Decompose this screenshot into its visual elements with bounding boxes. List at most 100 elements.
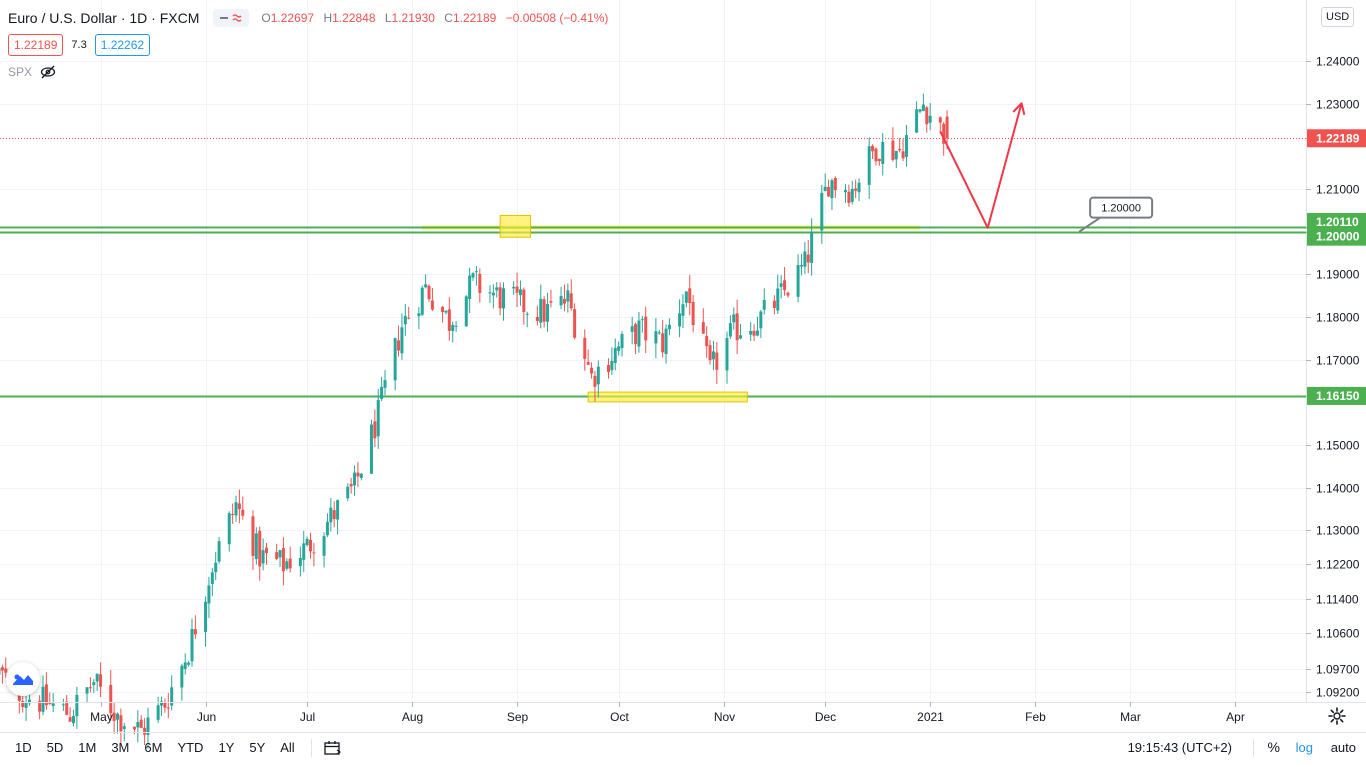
compare-row: SPX	[8, 65, 56, 79]
candle-body	[732, 314, 736, 323]
candle-body	[827, 186, 831, 197]
candle-body	[122, 726, 126, 729]
y-tick-label: 1.09700	[1316, 663, 1360, 677]
range-5y[interactable]: 5Y	[249, 740, 266, 755]
candle-body	[593, 375, 597, 387]
candle-body	[88, 687, 92, 689]
compare-symbol[interactable]: SPX	[8, 65, 33, 79]
candle-body	[190, 628, 194, 662]
buy-button[interactable]: 1.22262	[94, 34, 151, 56]
candle-body	[640, 319, 644, 321]
candle-body	[193, 629, 197, 635]
y-tick-label: 1.15000	[1316, 439, 1360, 453]
y-tick-label: 1.21000	[1316, 183, 1360, 197]
candle-body	[491, 292, 495, 296]
range-1y[interactable]: 1Y	[218, 740, 235, 755]
price-label-text: 1.20000	[1316, 230, 1360, 244]
candle-body	[573, 309, 577, 338]
candle-body	[187, 662, 191, 665]
forecast-arrow[interactable]	[939, 102, 1026, 229]
currency-button[interactable]: USD	[1321, 7, 1355, 27]
candle-body	[353, 472, 357, 486]
candle-body	[214, 562, 218, 573]
x-tick-label: Aug	[402, 710, 423, 724]
callout-label: 1.20000	[1101, 203, 1141, 215]
tradingview-logo-icon[interactable]	[6, 662, 40, 696]
candle-body	[441, 306, 445, 313]
range-ytd[interactable]: YTD	[177, 740, 204, 755]
y-tick-label: 1.18000	[1316, 311, 1360, 325]
calendar-icon[interactable]	[324, 740, 342, 756]
candle-body	[0, 668, 1, 675]
candle-body	[346, 486, 350, 499]
range-all[interactable]: All	[280, 740, 295, 755]
auto-toggle[interactable]: auto	[1330, 740, 1356, 755]
candle-body	[146, 717, 150, 735]
candle-body	[701, 322, 705, 334]
candle-body	[95, 673, 99, 682]
candle-body	[332, 510, 336, 520]
eye-off-icon[interactable]	[40, 65, 56, 79]
candle-body	[796, 265, 800, 297]
candle-body	[116, 713, 120, 720]
percent-toggle[interactable]: %	[1267, 739, 1280, 755]
candle-body	[844, 190, 847, 193]
candle-body	[166, 707, 170, 709]
candle-body	[857, 182, 861, 193]
range-5d[interactable]: 5D	[46, 740, 64, 755]
candle-body	[0, 667, 4, 671]
y-tick-label: 1.17000	[1316, 354, 1360, 368]
candle-body	[583, 337, 587, 359]
price-callout[interactable]: 1.20000	[1078, 196, 1154, 233]
candle-body	[325, 521, 329, 536]
clock-timezone[interactable]: 19:15:43 (UTC+2)	[1127, 740, 1232, 755]
sell-button[interactable]: 1.22189	[8, 34, 64, 56]
forecast-path	[939, 102, 1023, 229]
candle-body	[755, 330, 759, 336]
candle-body	[942, 123, 946, 144]
highlight-boxes[interactable]	[499, 214, 748, 403]
candle-body	[847, 191, 851, 203]
candle-body	[518, 289, 522, 296]
price-label-bg	[1307, 212, 1366, 231]
x-tick-label: Oct	[610, 710, 629, 724]
price-label-bg	[1307, 227, 1366, 246]
time-scale[interactable]: May Jun Jul Aug Sep Oct Nov Dec 2021 Feb Mar Apr	[90, 702, 1245, 724]
x-tick-label: Mar	[1120, 710, 1141, 724]
y-tick-label: 1.12200	[1316, 558, 1360, 572]
toolbar-divider	[1253, 739, 1254, 757]
candle-body	[85, 687, 89, 694]
candle-body	[254, 533, 258, 559]
candle-body	[711, 351, 715, 360]
range-1d[interactable]: 1D	[15, 740, 32, 755]
candle-body	[312, 552, 316, 554]
callout-box	[1089, 196, 1154, 219]
candle-body	[894, 151, 898, 160]
highlight-box	[499, 214, 532, 238]
candle-body	[495, 287, 499, 291]
candle-body	[617, 346, 621, 351]
candle-body	[65, 701, 69, 715]
x-tick-label: Nov	[714, 710, 735, 724]
gear-icon[interactable]	[1327, 706, 1347, 726]
range-3m[interactable]: 3M	[111, 740, 130, 755]
compare-icon[interactable]	[213, 9, 250, 27]
symbol-title[interactable]: Euro / U.S. Dollar · 1D · FXCM	[8, 10, 200, 26]
x-tick-label: Apr	[1226, 710, 1245, 724]
candle-body	[515, 286, 519, 293]
candle-body	[369, 424, 373, 474]
candle-body	[41, 686, 45, 712]
candle-body	[75, 694, 79, 717]
candle-body	[132, 726, 136, 730]
range-6m[interactable]: 6M	[144, 740, 163, 755]
candle-body	[877, 158, 881, 162]
trade-panel: 1.22189 7.3 1.22262	[8, 34, 151, 56]
candle-body	[921, 104, 925, 112]
candle-body	[61, 704, 65, 706]
candle-body	[830, 180, 834, 199]
log-toggle[interactable]: log	[1295, 740, 1313, 755]
range-1m[interactable]: 1M	[78, 740, 97, 755]
price-scale[interactable]: 1.09200 1.09700 1.10600 1.11400 1.12200 1.130…	[1306, 55, 1360, 700]
